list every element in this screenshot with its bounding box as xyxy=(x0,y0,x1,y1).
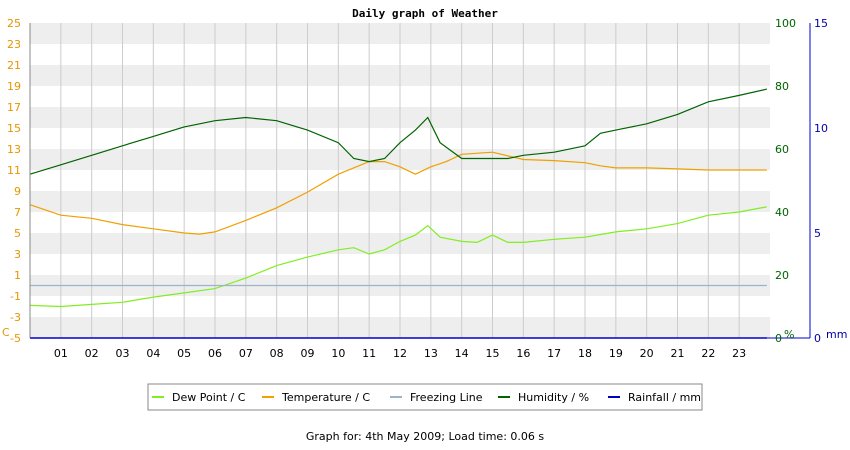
rain-tick-label: 10 xyxy=(814,122,828,135)
left-tick-label: 23 xyxy=(7,38,21,51)
temperature-c-line xyxy=(29,151,767,235)
x-tick-label: 23 xyxy=(732,347,746,360)
legend-label: Temperature / C xyxy=(281,391,370,404)
humidity-tick-label: 40 xyxy=(775,206,789,219)
left-tick-label: 3 xyxy=(14,248,21,261)
legend-label: Rainfall / mm xyxy=(628,391,701,404)
x-tick-label: 17 xyxy=(547,347,561,360)
x-tick-label: 04 xyxy=(146,347,160,360)
legend: Dew Point / C Temperature / C Freezing Lin… xyxy=(147,383,703,411)
x-tick-label: 22 xyxy=(701,347,715,360)
left-tick-label: -1 xyxy=(10,290,21,303)
humidity-unit-label: % xyxy=(784,328,794,341)
rain-tick-label: 15 xyxy=(814,17,828,30)
humidity-line xyxy=(29,88,768,175)
left-tick-label: -3 xyxy=(10,311,21,324)
left-tick-label: 17 xyxy=(7,101,21,114)
left-tick-label: 7 xyxy=(14,206,21,219)
axes xyxy=(29,23,811,339)
left-tick-label: 13 xyxy=(7,143,21,156)
humidity-tick-label: 80 xyxy=(775,80,789,93)
x-tick-label: 21 xyxy=(671,347,685,360)
left-tick-label: 9 xyxy=(14,185,21,198)
x-tick-label: 05 xyxy=(177,347,191,360)
x-tick-label: 08 xyxy=(270,347,284,360)
chart-title: Daily graph of Weather xyxy=(352,7,498,20)
footer-status: Graph for: 4th May 2009; Load time: 0.06… xyxy=(305,430,545,443)
humidity-tick-label: 60 xyxy=(775,143,789,156)
dew-point-c-line xyxy=(29,206,768,308)
legend-label: Humidity / % xyxy=(518,391,589,404)
x-tick-label: 15 xyxy=(486,347,500,360)
x-tick-label: 09 xyxy=(301,347,315,360)
left-tick-label: 15 xyxy=(7,122,21,135)
x-tick-label: 11 xyxy=(362,347,376,360)
left-tick-label: 11 xyxy=(7,164,21,177)
x-tick-label: 01 xyxy=(54,347,68,360)
left-tick-label: 25 xyxy=(7,17,21,30)
x-tick-label: 12 xyxy=(393,347,407,360)
rain-tick-label: 5 xyxy=(814,227,821,240)
tick-labels: -5-3-11357911131517192123250204060801000… xyxy=(2,17,847,360)
x-tick-label: 13 xyxy=(424,347,438,360)
x-tick-label: 10 xyxy=(331,347,345,360)
left-tick-label: 21 xyxy=(7,59,21,72)
x-tick-label: 18 xyxy=(578,347,592,360)
rain-tick-label: 0 xyxy=(814,332,821,345)
x-tick-label: 03 xyxy=(116,347,130,360)
x-tick-label: 20 xyxy=(640,347,654,360)
left-tick-label: 5 xyxy=(14,227,21,240)
humidity-tick-label: 0 xyxy=(775,332,782,345)
x-tick-label: 06 xyxy=(208,347,222,360)
weather-chart: Daily graph of Weather -5-3-113579111315… xyxy=(2,7,847,411)
left-unit-label: C xyxy=(2,326,10,339)
legend-label: Freezing Line xyxy=(410,391,483,404)
x-tick-label: 16 xyxy=(516,347,530,360)
x-tick-label: 07 xyxy=(239,347,253,360)
rain-unit-label: mm xyxy=(826,328,847,341)
humidity-tick-label: 20 xyxy=(775,269,789,282)
legend-label: Dew Point / C xyxy=(172,391,246,404)
left-tick-label: 19 xyxy=(7,80,21,93)
x-tick-label: 14 xyxy=(455,347,469,360)
left-tick-label: -5 xyxy=(10,332,21,345)
x-tick-label: 02 xyxy=(85,347,99,360)
humidity-tick-label: 100 xyxy=(775,17,796,30)
x-tick-label: 19 xyxy=(609,347,623,360)
left-tick-label: 1 xyxy=(14,269,21,282)
